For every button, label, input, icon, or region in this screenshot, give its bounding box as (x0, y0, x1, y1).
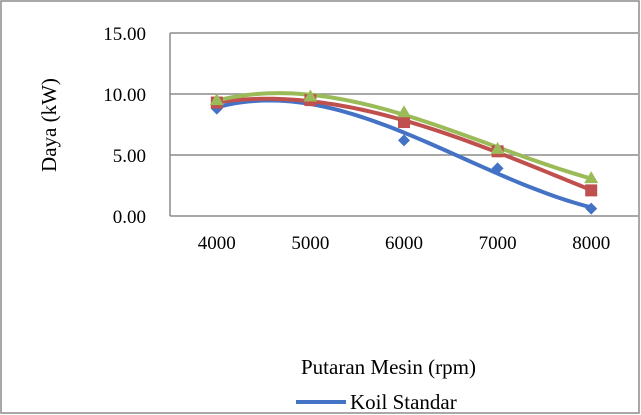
x-tick-label: 7000 (479, 233, 517, 254)
data-point-series-1-7000 (491, 162, 504, 175)
legend-label-koil-standar: Koil Standar (350, 390, 457, 414)
x-tick-label: 6000 (385, 233, 423, 254)
data-point-series-3-7000 (490, 141, 505, 154)
data-point-series-3-6000 (397, 105, 411, 118)
x-tick-label: 5000 (291, 233, 329, 254)
data-point-series-3-5000 (303, 89, 318, 102)
data-point-series-2-8000 (585, 184, 598, 197)
x-tick-label: 4000 (198, 233, 236, 254)
y-tick-label: 10.00 (103, 85, 146, 106)
y-tick-label: 5.00 (113, 146, 146, 167)
tick-labels: 0.00 5.00 10.00 15.00 4000 5000 6000 7000 8000 (103, 24, 610, 254)
data-point-series-3-8000 (584, 171, 599, 184)
legend: Koil Standar (296, 390, 457, 414)
data-point-series-3-4000 (209, 93, 224, 106)
data-points (209, 89, 599, 215)
data-point-series-1-8000 (585, 202, 598, 215)
x-tick-label: 8000 (572, 233, 610, 254)
y-tick-label: 15.00 (103, 24, 146, 45)
y-tick-label: 0.00 (113, 207, 146, 228)
data-point-series-2-6000 (398, 116, 410, 129)
y-axis-title: Daya (kW) (37, 78, 61, 172)
data-point-series-1-6000 (398, 134, 410, 147)
x-axis-title: Putaran Mesin (rpm) (301, 355, 476, 379)
